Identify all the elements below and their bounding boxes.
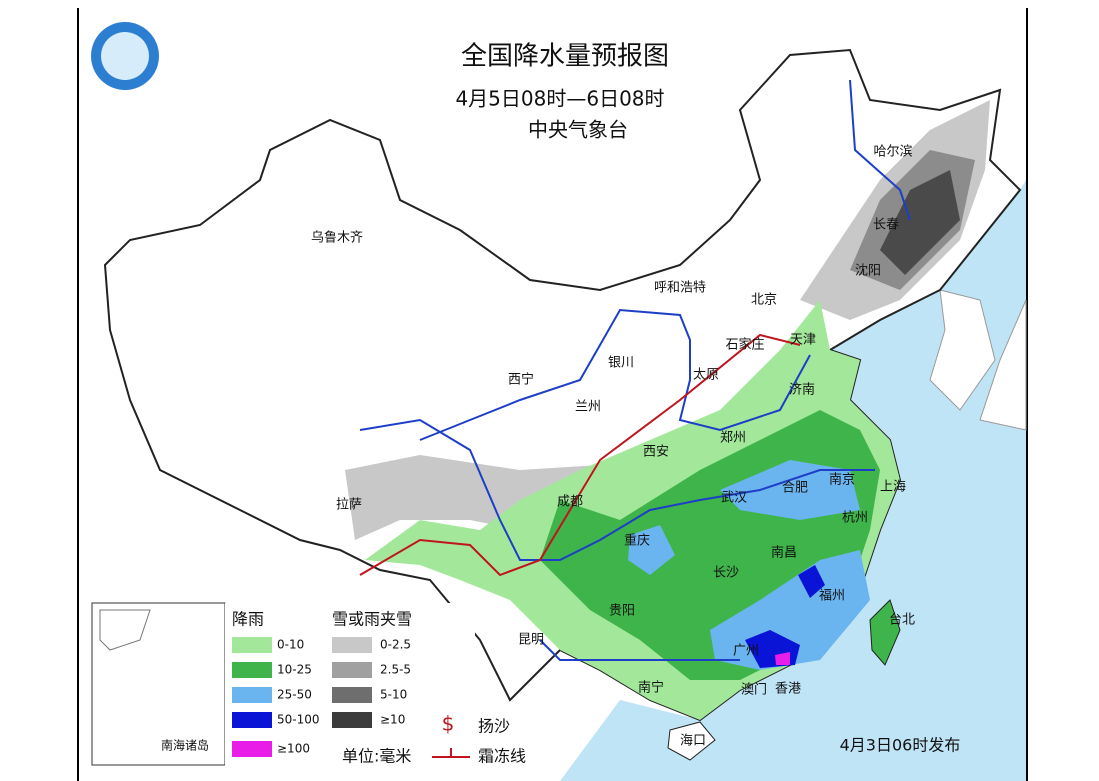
legend-item: 0-2.5	[380, 638, 411, 652]
city: 澳门	[741, 682, 767, 698]
river-yangtze	[359, 418, 875, 561]
legend-item: ≥10	[380, 713, 405, 727]
rain-heavy	[720, 460, 860, 520]
swatch	[232, 712, 272, 728]
legend-item: 25-50	[277, 688, 312, 702]
city: 沈阳	[855, 264, 881, 279]
city: 济南	[789, 382, 815, 398]
city: 南昌	[771, 545, 797, 561]
swatch	[232, 687, 272, 703]
city: 南京	[829, 472, 855, 488]
swatch	[232, 741, 272, 757]
korea	[929, 289, 996, 411]
legend-unit: 单位:毫米	[342, 747, 411, 766]
city: 西安	[643, 445, 669, 460]
swatch	[332, 662, 372, 678]
swatch	[332, 687, 372, 703]
city: 长沙	[713, 566, 739, 581]
city: 杭州	[842, 511, 868, 526]
legend-sand: 扬沙	[478, 717, 510, 736]
issued: 4月3日06时发布	[840, 736, 961, 755]
city: 贵阳	[609, 604, 635, 619]
hainan	[667, 721, 716, 761]
rain-extreme	[775, 652, 790, 665]
river-pearl	[539, 639, 740, 661]
city: 福州	[819, 589, 845, 604]
city: 兰州	[575, 400, 601, 415]
city: 上海	[880, 480, 906, 495]
city: 呼和浩特	[654, 281, 706, 296]
swatch	[232, 662, 272, 678]
rain-heavy	[628, 525, 675, 575]
river-songhua	[849, 79, 911, 221]
city: 海口	[680, 734, 706, 749]
city: 石家庄	[725, 337, 764, 353]
city: 西宁	[508, 372, 534, 388]
city: 南宁	[638, 680, 664, 696]
city: 长春	[873, 218, 899, 233]
sand-symbol: $	[442, 712, 455, 736]
city: 太原	[693, 368, 719, 383]
city: 北京	[751, 293, 777, 308]
agency: 中央气象台	[528, 118, 628, 142]
city: 合肥	[782, 481, 808, 496]
city: 广州	[733, 644, 759, 659]
inset-land	[99, 609, 151, 651]
legend-item: 5-10	[380, 688, 407, 702]
city: 武汉	[721, 491, 747, 506]
river-yellow	[419, 308, 811, 441]
taiwan	[869, 599, 901, 666]
frost-line	[359, 333, 801, 577]
legend-item: 10-25	[277, 663, 312, 677]
title: 全国降水量预报图	[461, 42, 669, 72]
legend-item: 0-10	[277, 638, 304, 652]
legend-item: 50-100	[277, 713, 320, 727]
inset-label: 南海诸岛	[161, 738, 209, 753]
city: 昆明	[518, 633, 544, 648]
swatch	[332, 712, 372, 728]
logo-inner	[101, 32, 149, 80]
legend-rain-title: 降雨	[232, 610, 264, 629]
city: 银川	[608, 356, 634, 371]
city: 台北	[889, 613, 915, 628]
legend-item: ≥100	[277, 742, 310, 756]
city: 乌鲁木齐	[311, 230, 363, 246]
city: 哈尔滨	[873, 144, 912, 160]
city: 天津	[790, 333, 816, 348]
snow-heavy	[880, 170, 960, 275]
legend-snow-title: 雪或雨夹雪	[332, 610, 412, 629]
sea	[560, 180, 1026, 781]
rain-storm	[798, 565, 825, 598]
japan	[979, 299, 1027, 431]
legend-snow: 0-2.5 2.5-5 5-10 ≥10	[332, 637, 411, 728]
city: 成都	[557, 495, 583, 510]
period: 4月5日08时—6日08时	[455, 87, 664, 111]
snow-light	[345, 455, 600, 540]
legend-rain: 0-10 10-25 25-50 50-100 ≥100	[232, 637, 320, 757]
city: 郑州	[720, 431, 746, 446]
city: 重庆	[624, 533, 650, 549]
legend-item: 2.5-5	[380, 663, 411, 677]
swatch	[332, 637, 372, 653]
city: 香港	[775, 682, 801, 697]
city: 拉萨	[336, 498, 362, 513]
city-labels: 哈尔滨 长春 沈阳 乌鲁木齐 呼和浩特 北京 天津 石家庄 银川 太原 济南 西…	[311, 144, 915, 749]
legend-frost: 霜冻线	[478, 747, 526, 766]
swatch	[232, 637, 272, 653]
